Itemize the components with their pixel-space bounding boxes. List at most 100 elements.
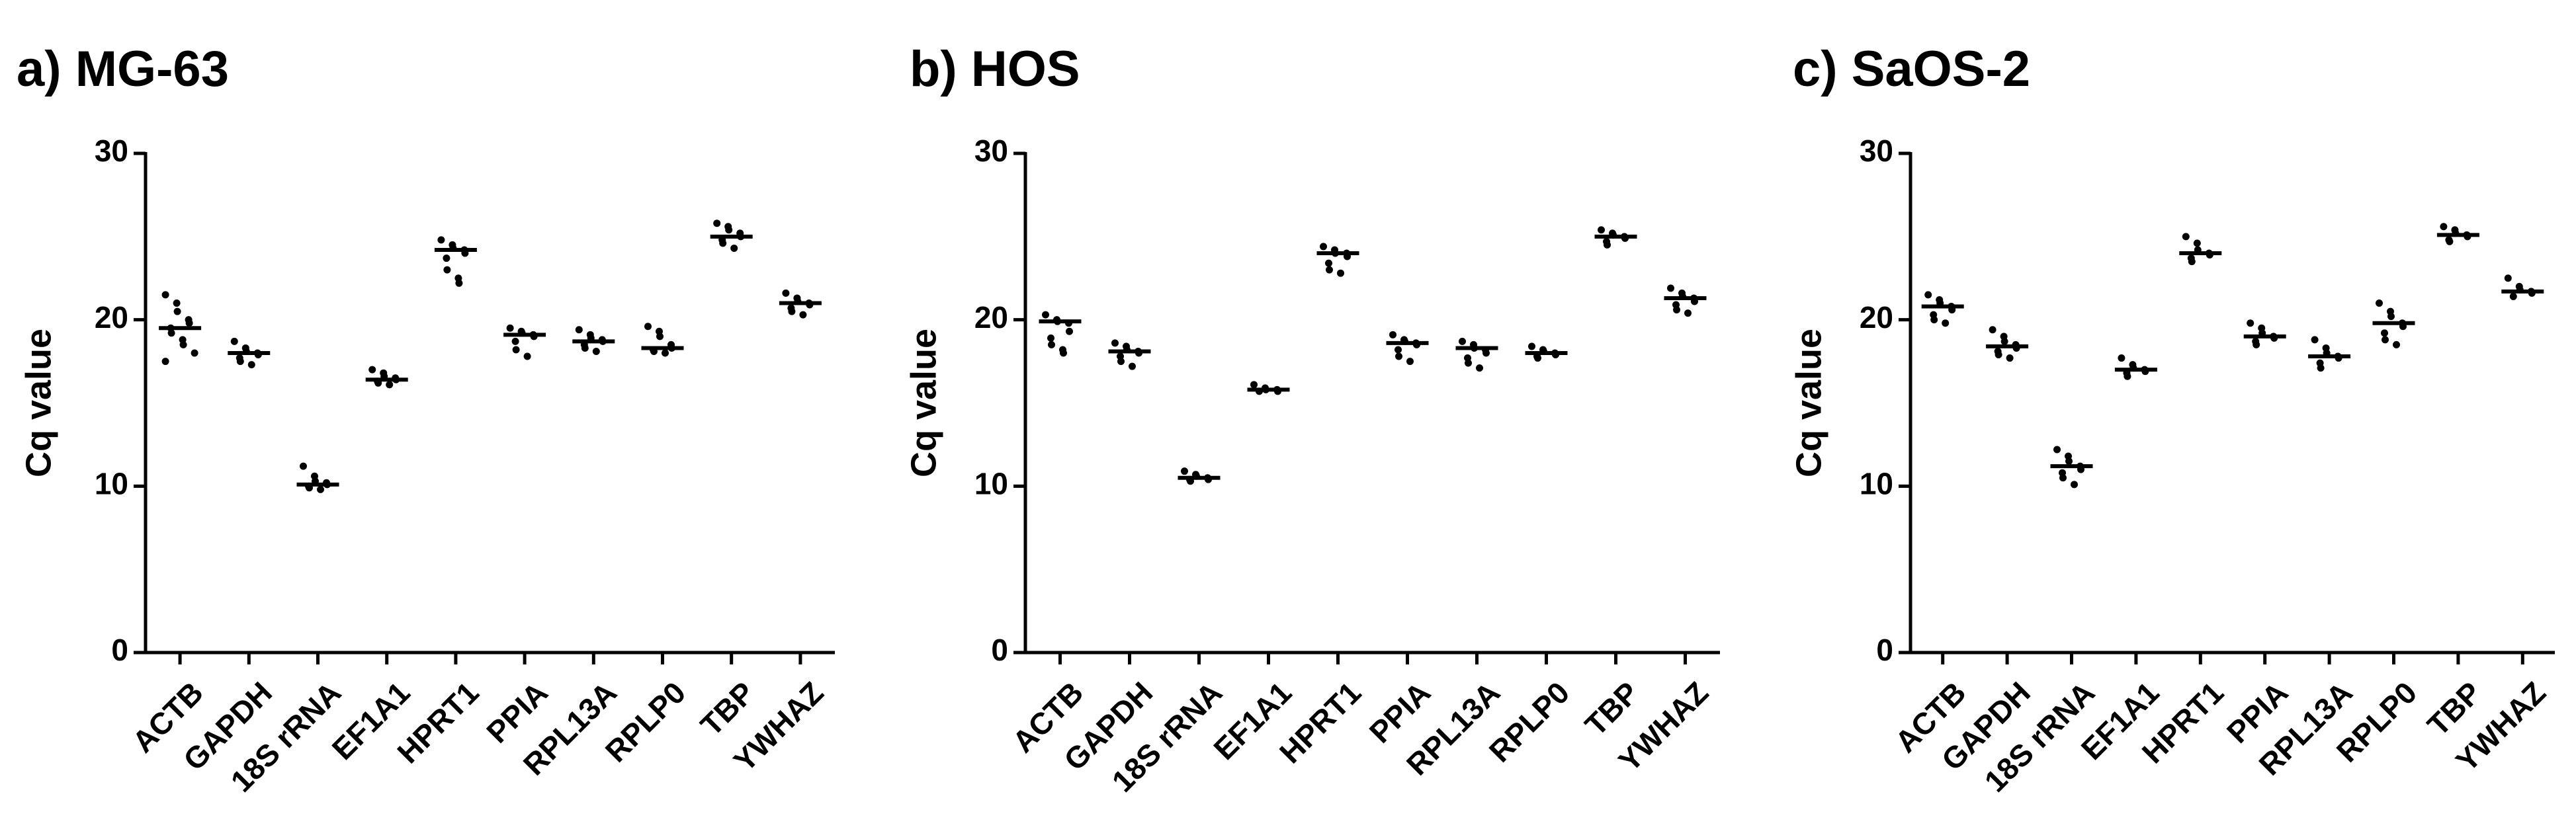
data-point xyxy=(1395,352,1402,360)
data-point xyxy=(2118,354,2125,362)
data-point xyxy=(1181,467,1188,475)
data-point xyxy=(173,299,181,307)
data-point xyxy=(1534,354,1541,362)
data-point xyxy=(1482,349,1490,357)
y-tick-label: 30 xyxy=(95,134,128,168)
data-point xyxy=(644,323,652,331)
data-point xyxy=(1942,319,1950,327)
data-point xyxy=(788,307,796,315)
data-point xyxy=(2247,319,2254,327)
y-tick-label: 30 xyxy=(1860,134,1893,168)
data-point xyxy=(506,324,514,332)
data-point xyxy=(1476,364,1483,372)
data-point xyxy=(1389,331,1396,339)
data-point xyxy=(1528,342,1535,350)
data-point xyxy=(191,349,198,357)
data-point xyxy=(167,329,175,337)
data-point xyxy=(1326,266,1333,274)
data-point xyxy=(511,337,519,345)
data-point xyxy=(1667,284,1674,292)
data-point xyxy=(1047,334,1054,342)
data-point xyxy=(725,226,733,234)
data-point xyxy=(2065,458,2073,465)
data-point xyxy=(1673,306,1680,314)
data-point xyxy=(1066,327,1073,335)
chart-title: b) HOS xyxy=(910,41,1080,97)
y-tick-label: 20 xyxy=(1860,300,1893,335)
data-point xyxy=(386,381,394,389)
data-point xyxy=(443,255,451,262)
data-point xyxy=(173,307,181,315)
y-tick-label: 0 xyxy=(111,633,128,667)
data-point xyxy=(247,361,255,369)
data-point xyxy=(2253,340,2260,348)
data-point xyxy=(575,326,583,334)
data-point xyxy=(799,311,807,319)
data-point xyxy=(230,337,238,345)
data-point xyxy=(300,462,307,470)
data-point xyxy=(2382,336,2389,344)
data-point xyxy=(782,289,790,297)
data-point xyxy=(2053,446,2061,454)
y-tick-label: 20 xyxy=(95,300,128,335)
data-point xyxy=(368,366,376,374)
data-point xyxy=(2387,313,2395,321)
data-point xyxy=(2504,274,2512,282)
data-point xyxy=(161,358,169,366)
data-point xyxy=(443,266,451,274)
y-tick-label: 0 xyxy=(991,633,1008,667)
data-point xyxy=(2317,364,2325,372)
x-tick-label: RPLP0 xyxy=(1482,675,1576,769)
data-point xyxy=(1250,381,1258,389)
data-point xyxy=(1465,359,1472,367)
data-point xyxy=(523,352,531,360)
y-tick-label: 10 xyxy=(95,466,128,500)
data-point xyxy=(1930,316,1938,324)
data-point xyxy=(2440,223,2448,231)
data-point xyxy=(2376,299,2383,307)
data-point xyxy=(1598,226,1605,234)
chart-title: c) SaOS-2 xyxy=(1793,41,2030,97)
data-point xyxy=(455,279,463,287)
data-point xyxy=(1060,349,1067,357)
data-point xyxy=(730,244,738,252)
data-point xyxy=(2182,233,2190,241)
data-point xyxy=(179,340,187,348)
y-tick-label: 20 xyxy=(974,300,1008,335)
y-tick-label: 10 xyxy=(1860,466,1893,500)
data-point xyxy=(1320,243,1327,251)
data-point xyxy=(161,291,169,299)
data-point xyxy=(1406,358,1414,366)
data-point xyxy=(662,349,669,357)
data-point xyxy=(1337,269,1344,277)
data-point xyxy=(2509,292,2517,300)
data-point xyxy=(656,333,664,340)
y-axis-label: Cq value xyxy=(19,329,58,477)
data-point xyxy=(581,344,589,352)
y-axis-label: Cq value xyxy=(1789,329,1828,477)
data-point xyxy=(1042,311,1049,319)
data-point xyxy=(2188,258,2196,266)
chart-title: a) MG-63 xyxy=(17,41,229,97)
data-point xyxy=(1684,309,1692,317)
data-point xyxy=(2193,239,2201,247)
y-axis-label: Cq value xyxy=(904,329,943,477)
data-point xyxy=(1995,351,2002,359)
data-point xyxy=(1048,340,1055,348)
data-point xyxy=(2071,481,2078,489)
data-point xyxy=(1604,241,1611,249)
data-point xyxy=(2446,237,2454,245)
data-point xyxy=(1129,362,1136,370)
y-tick-label: 0 xyxy=(1876,633,1893,667)
data-point xyxy=(713,219,721,227)
data-point xyxy=(2381,329,2388,337)
data-point xyxy=(236,358,244,366)
y-tick-label: 30 xyxy=(974,134,1008,168)
data-point xyxy=(592,347,600,355)
data-point xyxy=(1989,326,1996,334)
data-point xyxy=(1117,358,1125,366)
data-point xyxy=(2393,340,2400,348)
data-point xyxy=(1395,346,1402,354)
data-point xyxy=(1459,337,1466,345)
